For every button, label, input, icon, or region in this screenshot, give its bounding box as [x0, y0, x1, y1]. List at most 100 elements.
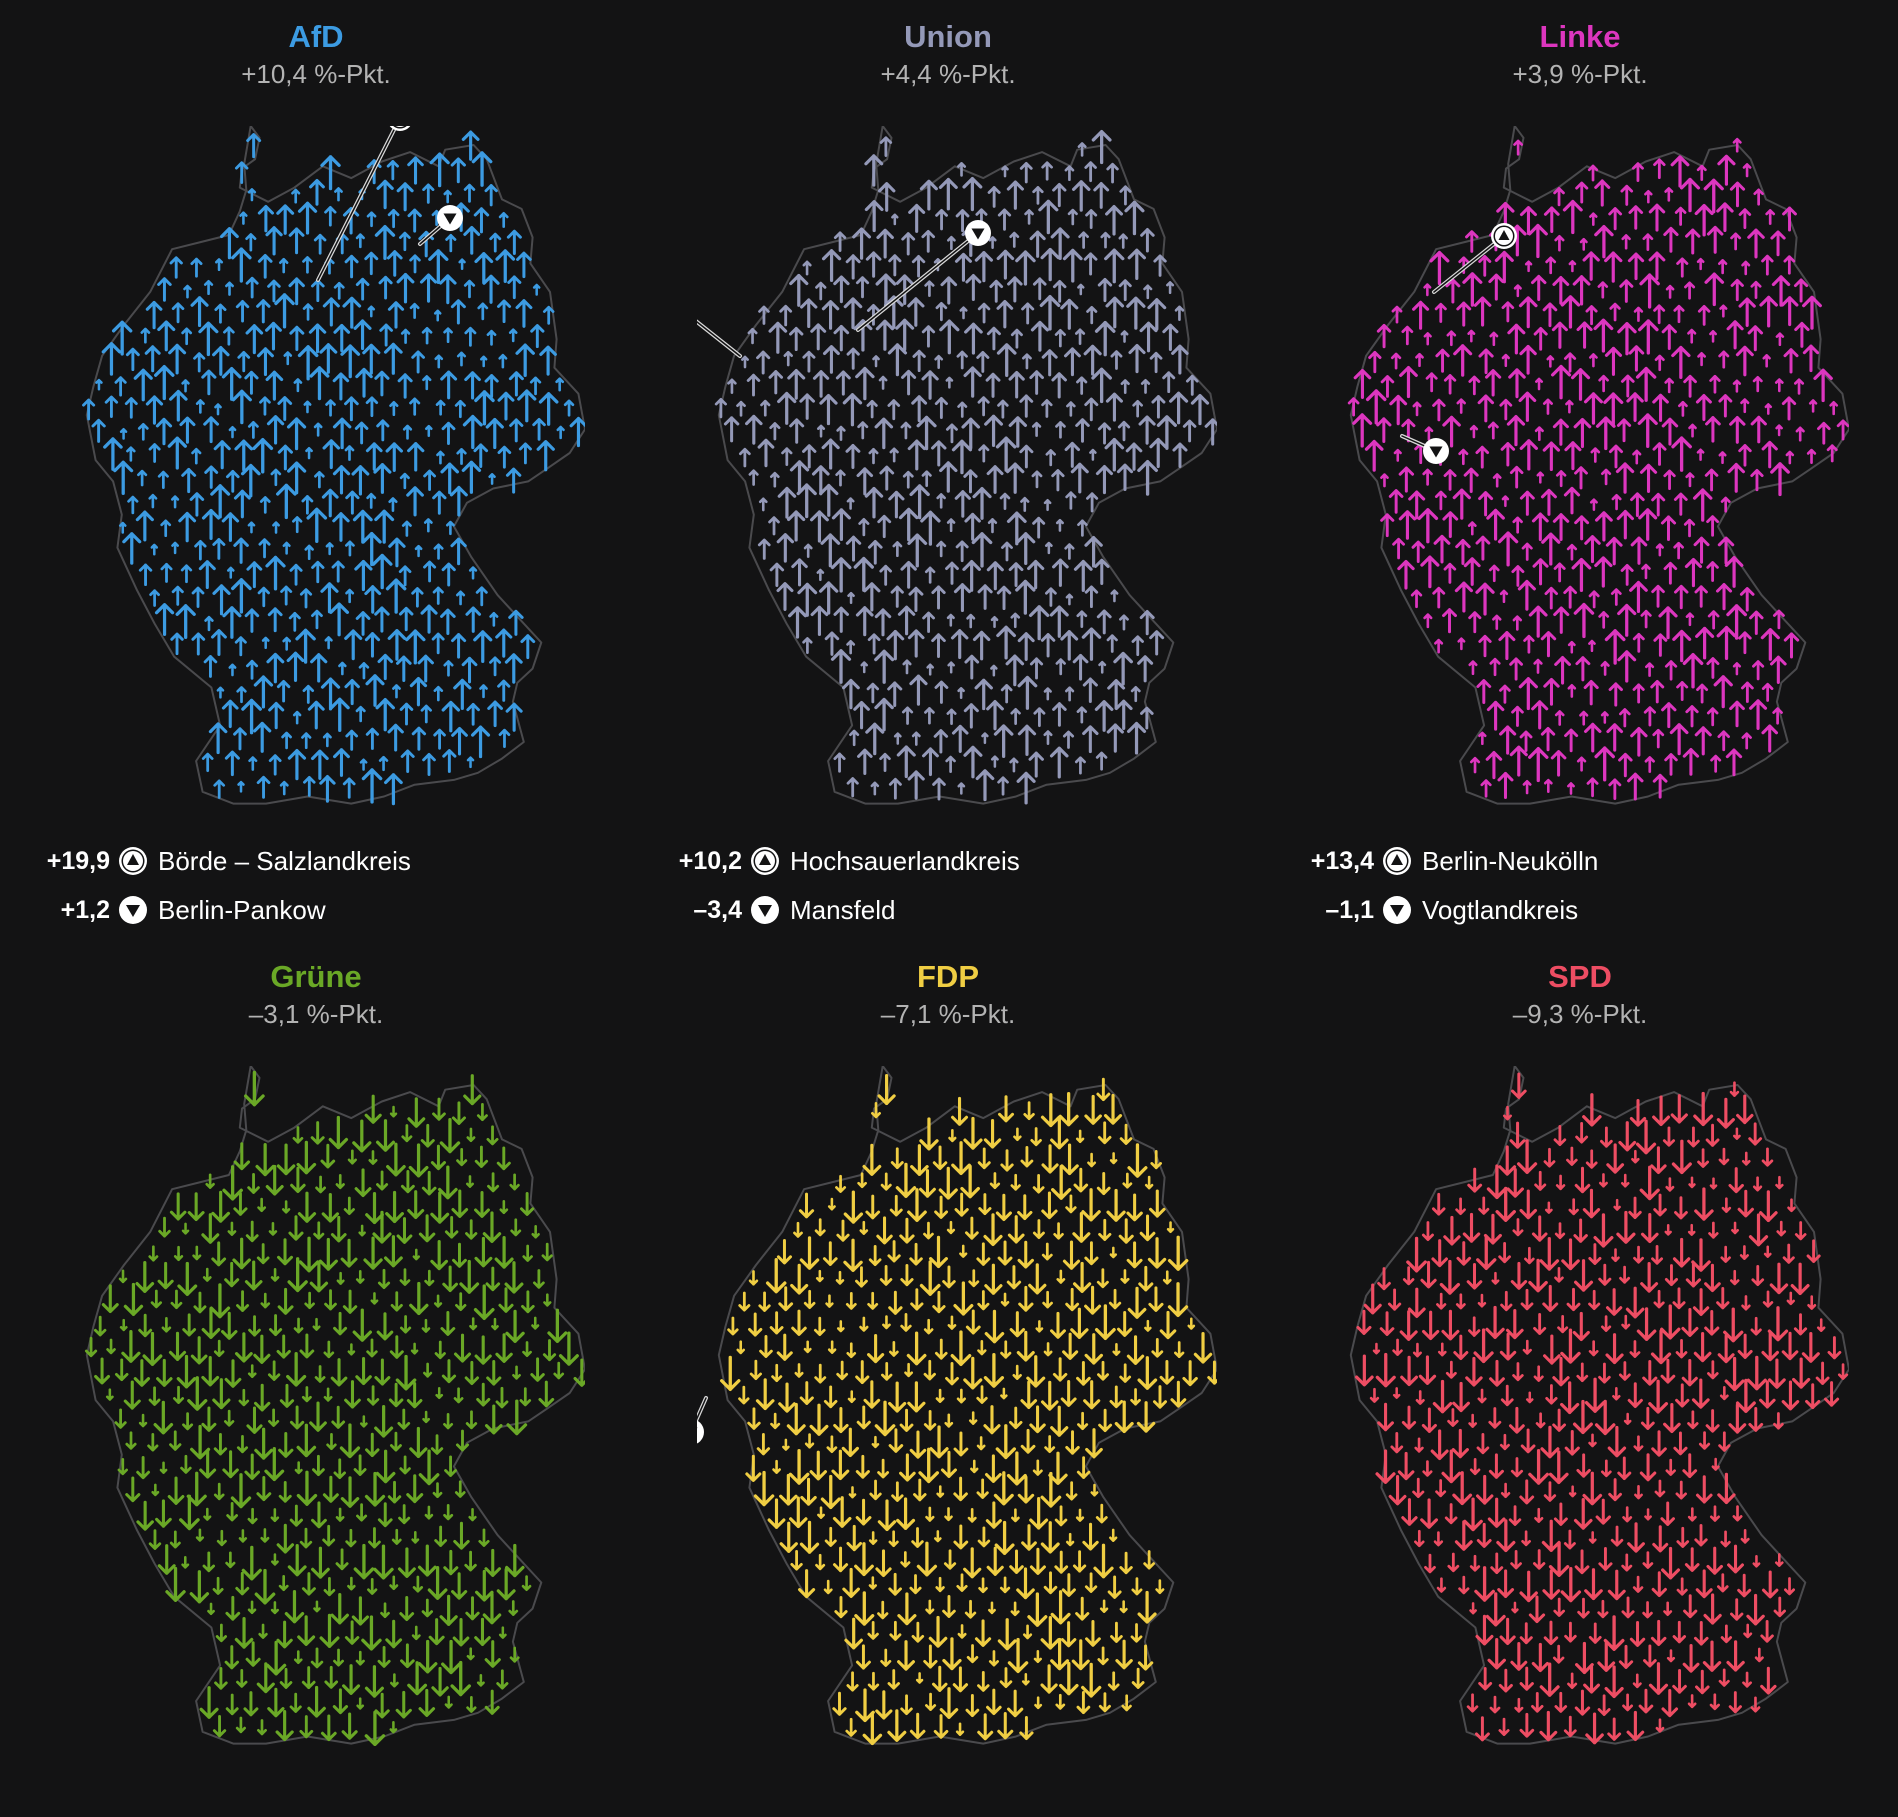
arrow-down-mark [368, 1150, 378, 1165]
extreme-down-row: –1,1 Vogtlandkreis [1264, 892, 1896, 928]
arrow-up-mark [482, 274, 500, 304]
arrow-down-mark [114, 1408, 127, 1429]
arrow-up-mark [508, 609, 524, 636]
arrow-down-mark [1533, 1313, 1547, 1335]
arrow-down-mark [942, 1265, 956, 1289]
arrow-down-mark [224, 1645, 240, 1670]
arrow-down-mark [1732, 1505, 1743, 1522]
arrow-down-mark [1665, 1458, 1676, 1476]
arrow-down-mark [1502, 1105, 1513, 1121]
arrow-down-mark [1634, 1485, 1643, 1500]
arrow-down-mark [799, 1236, 820, 1270]
arrow-down-mark [1605, 1333, 1624, 1365]
arrow-up-mark [125, 347, 140, 372]
arrow-down-mark [986, 1546, 1004, 1576]
arrow-down-mark [84, 1336, 98, 1358]
arrow-up-mark [1062, 248, 1083, 283]
arrow-up-mark [1009, 757, 1019, 773]
arrow-up-mark [1114, 699, 1133, 730]
arrow-up-mark [1678, 400, 1688, 417]
extreme-value: +19,9 [46, 847, 110, 875]
arrow-up-mark [1401, 325, 1414, 346]
down-triangle-icon [1383, 896, 1411, 924]
arrow-up-mark [1107, 679, 1126, 710]
arrow-down-mark [1455, 1197, 1466, 1216]
arrow-down-mark [957, 1624, 967, 1639]
arrow-down-mark [1687, 1223, 1696, 1236]
arrow-down-mark [383, 1235, 403, 1268]
arrow-up-mark [907, 439, 926, 471]
arrow-down-mark [1824, 1381, 1840, 1407]
arrow-up-mark [1016, 771, 1036, 805]
arrow-up-mark [1509, 657, 1523, 681]
arrow-down-mark [1621, 1596, 1635, 1619]
arrow-down-mark [843, 1190, 864, 1224]
arrow-up-mark [1628, 345, 1645, 372]
arrow-down-mark [1098, 1692, 1111, 1713]
arrow-down-mark [243, 1070, 265, 1107]
arrow-up-mark [471, 725, 491, 759]
arrow-down-mark [452, 1618, 470, 1647]
arrow-down-mark [310, 1121, 325, 1145]
arrow-up-mark [329, 602, 349, 637]
arrow-down-mark [101, 1284, 119, 1314]
arrow-down-mark [1632, 1575, 1644, 1593]
arrow-up-mark [471, 151, 493, 187]
arrow-up-mark [1802, 295, 1822, 330]
arrow-up-mark [1770, 230, 1786, 257]
arrow-up-mark [864, 486, 884, 519]
arrow-up-mark [1761, 254, 1774, 276]
arrow-down-mark [1664, 1224, 1672, 1236]
arrow-down-mark [1687, 1126, 1700, 1148]
arrow-up-mark [1000, 684, 1013, 704]
arrow-up-mark [1567, 640, 1576, 654]
arrow-down-mark [1094, 1304, 1116, 1341]
arrow-up-mark [461, 656, 478, 684]
arrow-down-mark [494, 1236, 514, 1269]
arrow-up-mark [1594, 556, 1613, 588]
arrow-down-mark [1402, 1266, 1415, 1286]
arrow-up-mark [1531, 512, 1549, 542]
arrow-down-mark [1542, 1284, 1559, 1312]
arrow-up-mark [768, 370, 784, 395]
arrow-up-mark [956, 350, 968, 370]
arrow-down-mark [398, 1504, 411, 1525]
arrow-down-mark [353, 1543, 375, 1580]
arrow-up-mark [1501, 353, 1510, 368]
arrow-down-mark [256, 1476, 272, 1502]
arrow-up-mark [1717, 259, 1728, 275]
arrow-up-mark [1420, 555, 1440, 589]
arrow-down-mark [1557, 1315, 1569, 1334]
arrow-down-mark [453, 1387, 464, 1404]
arrow-up-mark [888, 490, 905, 519]
arrow-up-mark [1632, 632, 1645, 653]
arrow-down-mark [978, 1577, 988, 1594]
arrow-up-mark [922, 747, 939, 777]
arrow-down-mark [1054, 1550, 1069, 1574]
arrow-up-mark [1488, 564, 1500, 583]
arrow-down-mark [736, 1340, 746, 1355]
arrow-down-mark [755, 1378, 775, 1411]
arrow-up-mark [1453, 344, 1473, 377]
arrow-down-mark [1034, 1696, 1043, 1710]
arrow-up-mark [1697, 351, 1707, 367]
arrow-down-mark [235, 1571, 250, 1596]
arrow-down-mark [1709, 1177, 1718, 1190]
arrow-down-mark [156, 1358, 173, 1387]
arrow-down-mark [256, 1243, 270, 1265]
arrow-up-mark [355, 611, 371, 636]
arrow-up-mark [819, 483, 839, 517]
arrow-down-mark [831, 1449, 850, 1481]
arrow-up-mark [907, 629, 925, 658]
arrow-up-mark [505, 702, 523, 732]
arrow-up-mark [1017, 724, 1037, 756]
arrow-up-mark [902, 470, 914, 489]
arrow-up-mark [1660, 515, 1677, 541]
arrow-down-mark [738, 1291, 751, 1312]
arrow-up-mark [987, 518, 998, 534]
arrow-down-mark [212, 1576, 224, 1595]
arrow-up-mark [542, 305, 555, 325]
arrow-down-mark [1709, 1505, 1720, 1522]
arrow-up-mark [824, 631, 840, 656]
arrow-up-mark [856, 467, 874, 496]
